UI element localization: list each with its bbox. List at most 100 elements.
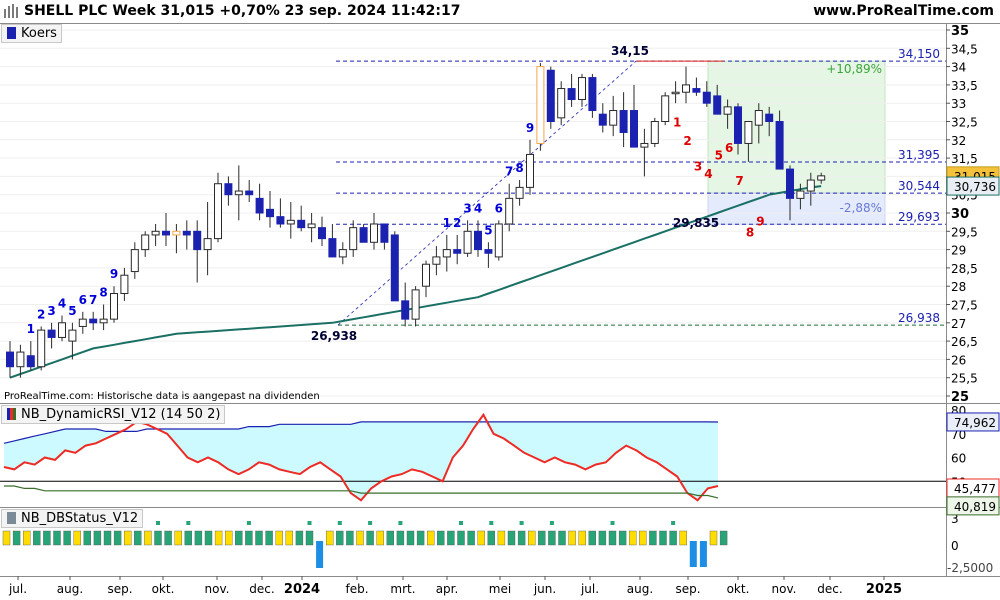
- level-label: 34,150: [898, 47, 940, 61]
- count-label-blue: 1: [443, 216, 451, 230]
- candle: [370, 223, 378, 243]
- prorealtime-logo-icon: [4, 4, 18, 18]
- status-bar: [134, 530, 142, 546]
- count-label-red: 4: [704, 167, 712, 181]
- x-tick-label: mrt.: [390, 582, 415, 596]
- count-label-blue: 6: [79, 293, 87, 307]
- x-tick-label: apr.: [436, 582, 459, 596]
- status-bar: [33, 530, 41, 546]
- status-bar: [305, 530, 314, 546]
- candle: [349, 227, 358, 251]
- x-tick-label: 2025: [866, 582, 902, 597]
- candle: [817, 175, 826, 181]
- candle: [557, 88, 566, 119]
- candle: [307, 223, 316, 229]
- status-bar: [406, 530, 415, 546]
- status-bar: [73, 530, 81, 546]
- count-label-red: 8: [746, 225, 754, 239]
- candle: [297, 219, 306, 229]
- candle: [515, 186, 524, 199]
- legend-rsi[interactable]: NB_DynamicRSI_V12 (14 50 2): [1, 405, 226, 424]
- y-tick-label: 34: [951, 61, 966, 75]
- candle: [172, 230, 181, 236]
- site-url[interactable]: www.ProRealTime.com: [813, 3, 994, 19]
- candle: [47, 329, 56, 338]
- candle: [141, 234, 150, 251]
- status-bar: [558, 530, 566, 546]
- candle: [120, 274, 129, 295]
- count-label-red: 6: [725, 141, 733, 155]
- candle: [16, 351, 25, 368]
- x-tick-label: mei: [489, 582, 511, 596]
- count-label-blue: 4: [58, 296, 66, 310]
- x-tick-label: sep.: [675, 582, 700, 596]
- status-bar: [346, 530, 354, 546]
- status-bar: [275, 530, 283, 546]
- status-bar: [386, 530, 394, 546]
- candle: [650, 121, 659, 144]
- level-label: 31,395: [898, 148, 940, 162]
- candle: [37, 329, 46, 368]
- high-annotation: 34,15: [611, 44, 649, 58]
- candle: [338, 249, 347, 258]
- candle: [78, 318, 87, 327]
- y-tick-label: 34,5: [951, 42, 978, 56]
- status-dot: [489, 521, 494, 525]
- candle: [619, 110, 628, 133]
- status-bar: [316, 541, 324, 568]
- candle: [151, 230, 160, 236]
- candle: [380, 223, 389, 243]
- rsi-line: [3, 412, 719, 502]
- status-bar: [598, 530, 607, 546]
- status-bar: [336, 530, 344, 546]
- status-bar: [113, 530, 122, 546]
- ma-value-box: 30,736: [954, 180, 996, 194]
- status-bar: [63, 530, 71, 546]
- count-label-blue: 7: [89, 293, 97, 307]
- status-dot: [671, 521, 676, 525]
- status-bar: [538, 530, 546, 546]
- candle: [474, 230, 482, 251]
- candle: [630, 110, 638, 148]
- level-label: 26,938: [898, 311, 940, 325]
- candle: [110, 293, 118, 320]
- candle: [68, 329, 77, 342]
- candle: [463, 230, 472, 254]
- candle: [401, 300, 410, 320]
- ma-value-box-bg: [946, 176, 1000, 196]
- candle: [203, 238, 212, 251]
- count-label-blue: 8: [515, 161, 523, 175]
- count-label-blue: 7: [505, 165, 513, 179]
- count-label-blue: 5: [68, 304, 76, 318]
- status-bar: [578, 530, 586, 546]
- x-tick-label: nov.: [205, 582, 230, 596]
- candle: [193, 230, 202, 251]
- candle: [494, 223, 503, 258]
- count-label-blue: 3: [463, 201, 471, 215]
- status-bar: [427, 530, 435, 546]
- count-label-red: 7: [735, 174, 743, 188]
- count-label-blue: 9: [110, 267, 118, 281]
- legend-price[interactable]: Koers: [1, 24, 62, 43]
- legend-dbstatus[interactable]: NB_DBStatus_V12: [1, 509, 144, 528]
- status-bar: [659, 530, 667, 546]
- y-tick-label: 31,5: [951, 152, 978, 166]
- status-bar: [93, 530, 102, 546]
- y-tick-label: 35: [951, 24, 969, 39]
- y-tick-label: 25: [951, 390, 969, 405]
- count-label-blue: 5: [484, 223, 492, 237]
- y-tick-label: 25,5: [951, 372, 978, 386]
- candle: [328, 238, 337, 258]
- status-dot: [307, 521, 312, 525]
- candle: [661, 95, 670, 122]
- status-bar: [255, 530, 263, 546]
- status-bar: [719, 530, 728, 546]
- status-dot: [156, 521, 160, 525]
- status-tick-label: 0: [951, 539, 959, 553]
- legend-swatch: [7, 512, 16, 524]
- status-bar: [699, 541, 707, 567]
- count-label-blue: 4: [474, 201, 482, 215]
- status-bar: [194, 530, 203, 546]
